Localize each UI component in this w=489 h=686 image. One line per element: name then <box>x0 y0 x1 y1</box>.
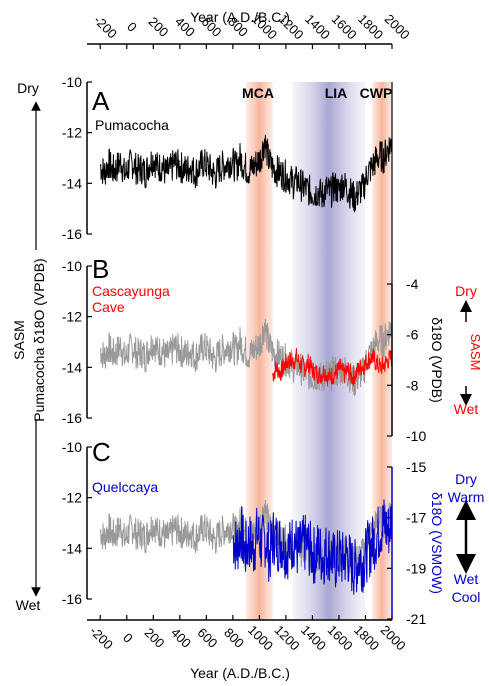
x-tick-label-bottom: 1800 <box>351 622 382 653</box>
x-tick-label-top: 0 <box>124 19 140 35</box>
right-tick-label: -17 <box>406 510 426 526</box>
left-axis-title-sasm: SASM <box>11 320 27 360</box>
panel-name-b-line2: Cave <box>92 299 125 315</box>
period-label-mca: MCA <box>242 85 274 101</box>
b-indicator-bottom: Wet <box>454 401 479 417</box>
left-tick-label: -10 <box>62 74 82 90</box>
right-tick-label: -10 <box>406 428 426 444</box>
panel-letter-b: B <box>92 254 109 284</box>
left-tick-label: -16 <box>62 410 82 426</box>
x-tick-label-bottom: 800 <box>221 625 247 651</box>
x-tick-label-bottom: 1200 <box>272 622 303 653</box>
series-pumacocha-a <box>99 134 393 213</box>
right-tick-label: -4 <box>406 276 419 292</box>
x-tick-label-top: 2000 <box>382 11 413 42</box>
right-axis-title-1: δ18O (VPDB) <box>429 317 445 403</box>
series-cascayunga <box>272 348 393 387</box>
x-tick-label-bottom: 1400 <box>298 622 329 653</box>
b-indicator-middle: SASM <box>468 334 483 371</box>
left-wet-label: Wet <box>16 597 41 613</box>
x-tick-label-bottom: 1600 <box>325 622 356 653</box>
right-tick-label: -8 <box>406 377 419 393</box>
left-dry-label: Dry <box>17 80 39 96</box>
c-indicator-top-1: Dry <box>455 471 477 487</box>
left-tick-label: -12 <box>62 309 82 325</box>
right-tick-label: -15 <box>406 459 426 475</box>
x-tick-label-bottom: 0 <box>120 630 136 646</box>
left-tick-label: -16 <box>62 591 82 607</box>
x-axis-title-top: Year (A.D./B.C.) <box>190 9 290 25</box>
c-indicator-top-2: Warm <box>448 489 485 505</box>
right-tick-label: -6 <box>406 327 419 343</box>
left-tick-label: -10 <box>62 439 82 455</box>
c-indicator-bottom-2: Cool <box>452 589 481 605</box>
left-tick-label: -16 <box>62 226 82 242</box>
left-tick-label: -12 <box>62 125 82 141</box>
left-tick-label: -14 <box>62 359 82 375</box>
left-tick-label: -10 <box>62 258 82 274</box>
x-tick-label-bottom: 600 <box>195 625 221 651</box>
series-quelccaya <box>232 499 393 595</box>
x-tick-label-top: -200 <box>91 12 120 41</box>
x-tick-label-bottom: -200 <box>87 623 116 652</box>
x-axis-title-bottom: Year (A.D./B.C.) <box>190 665 290 681</box>
left-tick-label: -14 <box>62 175 82 191</box>
x-tick-label-top: 1600 <box>329 11 360 42</box>
c-indicator-bottom-1: Wet <box>454 571 479 587</box>
left-tick-label: -12 <box>62 490 82 506</box>
x-tick-label-bottom: 400 <box>168 625 194 651</box>
panel-name-c: Quelccaya <box>92 479 158 495</box>
left-tick-label: -14 <box>62 540 82 556</box>
panel-letter-a: A <box>92 86 110 116</box>
left-axis-title-puma: Pumacocha δ18O (VPDB) <box>31 258 47 421</box>
x-tick-label-top: 200 <box>146 14 172 40</box>
right-tick-label: -19 <box>406 560 426 576</box>
right-tick-label: -21 <box>406 611 426 627</box>
period-label-lia: LIA <box>325 85 348 101</box>
x-tick-label-bottom: 2000 <box>378 622 409 653</box>
axes-layer <box>14 43 476 621</box>
period-label-cwp: CWP <box>360 85 393 101</box>
panel-name-a: Pumacocha <box>95 117 169 133</box>
left-label-backdrop <box>14 250 58 420</box>
panel-name-b-line1: Cascayunga <box>92 283 170 299</box>
x-tick-label-top: 1400 <box>302 11 333 42</box>
b-indicator-top: Dry <box>455 283 477 299</box>
series-layer <box>99 134 393 595</box>
x-tick-label-bottom: 200 <box>142 625 168 651</box>
right-axis-title-2: δ18O (VSMOW) <box>429 492 445 594</box>
panel-letter-c: C <box>92 437 111 467</box>
x-tick-label-top: 1800 <box>355 11 386 42</box>
x-tick-label-bottom: 1000 <box>245 622 276 653</box>
